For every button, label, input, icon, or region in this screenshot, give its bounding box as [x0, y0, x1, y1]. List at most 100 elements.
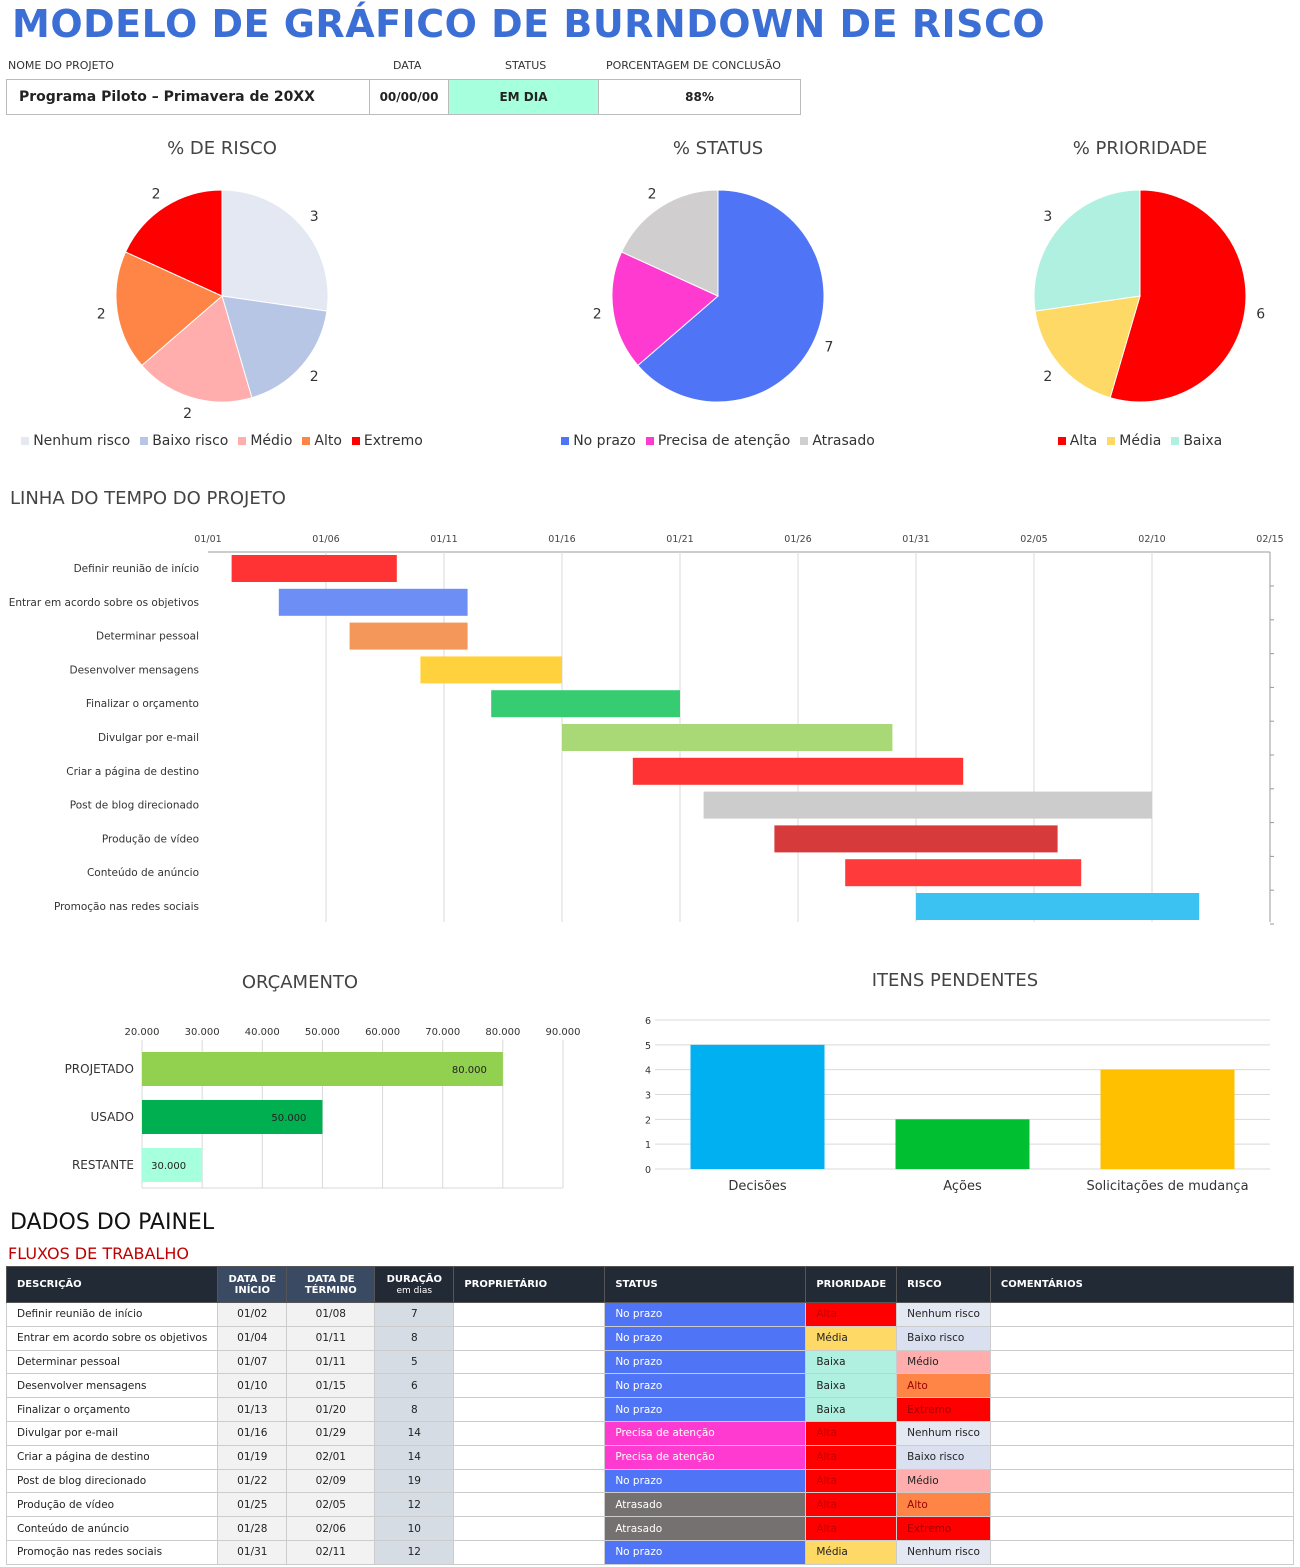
gantt-task-label: Criar a página de destino: [66, 766, 199, 778]
table-row: Post de blog direcionado 01/22 02/09 19 No p…: [5, 1468, 1295, 1494]
cell-status: Precisa de atenção: [604, 1420, 807, 1446]
table-row: Desenvolver mensagens 01/10 01/15 6 No prazo…: [5, 1373, 1295, 1399]
cell-comments[interactable]: [989, 1516, 1295, 1541]
budget-tick-label: 70.000: [425, 1027, 460, 1038]
cell-end: 01/15: [286, 1373, 376, 1399]
pie-slice: [1034, 295, 1141, 399]
cell-owner[interactable]: [453, 1516, 606, 1541]
gantt-task-label: Desenvolver mensagens: [69, 664, 199, 676]
cell-owner[interactable]: [453, 1397, 606, 1422]
col-start: DATA DE INÍCIO: [217, 1266, 288, 1303]
cell-owner[interactable]: [453, 1468, 606, 1494]
cell-priority: Baixa: [805, 1397, 898, 1422]
cell-duration: 6: [374, 1373, 455, 1399]
pie-legend: Alta Média Baixa: [890, 433, 1300, 449]
legend-item: Atrasado: [800, 433, 875, 449]
legend-label: Médio: [250, 433, 293, 449]
cell-duration: 8: [374, 1397, 455, 1422]
pie-legend: Nenhum risco Baixo risco Médio Alto Extremo: [0, 433, 472, 449]
cell-comments[interactable]: [989, 1444, 1295, 1470]
gantt-task-label: Entrar em acordo sobre os objetivos: [9, 597, 199, 609]
pie-chart: 7 2 2: [593, 186, 834, 403]
cell-comments[interactable]: [989, 1373, 1295, 1399]
pie-chart: 3 2 2 2 2: [97, 186, 329, 422]
cell-start: 01/10: [217, 1373, 288, 1399]
cell-comments[interactable]: [989, 1420, 1295, 1446]
cell-comments[interactable]: [989, 1492, 1295, 1518]
cell-risk: Baixo risco: [896, 1325, 991, 1351]
cell-risk: Nenhum risco: [896, 1302, 991, 1327]
cell-priority: Alta: [805, 1420, 898, 1446]
cell-owner[interactable]: [453, 1349, 606, 1375]
cell-description: Criar a página de destino: [5, 1444, 219, 1470]
col-owner: PROPRIETÁRIO: [453, 1266, 606, 1303]
legend-label: Baixa: [1183, 433, 1223, 449]
cell-comments[interactable]: [989, 1325, 1295, 1351]
cell-comments[interactable]: [989, 1302, 1295, 1327]
cell-comments[interactable]: [989, 1349, 1295, 1375]
budget-data-label: 80.000: [452, 1065, 487, 1076]
cell-description: Desenvolver mensagens: [5, 1373, 219, 1399]
pending-tick-label: 3: [645, 1091, 651, 1102]
legend-item: No prazo: [561, 433, 636, 449]
pie-data-label: 7: [825, 340, 834, 356]
gantt-bar: [278, 588, 468, 616]
cell-end: 02/05: [286, 1492, 376, 1518]
pct-field[interactable]: 88%: [598, 79, 801, 115]
cell-comments[interactable]: [989, 1397, 1295, 1422]
pie-data-label: 6: [1256, 306, 1265, 322]
project-name-field[interactable]: Programa Piloto – Primavera de 20XX: [6, 79, 370, 115]
budget-tick-label: 50.000: [305, 1027, 340, 1038]
cell-owner[interactable]: [453, 1492, 606, 1518]
status-field[interactable]: EM DIA: [448, 79, 599, 115]
col-duration-label: DURAÇÃO: [386, 1273, 443, 1285]
cell-owner[interactable]: [453, 1444, 606, 1470]
table-row: Criar a página de destino 01/19 02/01 14 Pre…: [5, 1444, 1295, 1470]
gantt-tick-label: 01/06: [312, 534, 339, 545]
gantt-bar: [420, 656, 562, 684]
cell-priority: Alta: [805, 1444, 898, 1470]
cell-start: 01/04: [217, 1325, 288, 1351]
table-row: Finalizar o orçamento 01/13 01/20 8 No prazo…: [5, 1397, 1295, 1422]
cell-end: 01/08: [286, 1302, 376, 1327]
cell-priority: Baixa: [805, 1349, 898, 1375]
gantt-tick-label: 01/26: [784, 534, 811, 545]
pending-tick-label: 1: [645, 1140, 651, 1151]
cell-description: Promoção nas redes sociais: [5, 1539, 219, 1565]
cell-owner[interactable]: [453, 1325, 606, 1351]
legend-label: Extremo: [363, 433, 423, 449]
cell-description: Post de blog direcionado: [5, 1468, 219, 1494]
pie-title: % PRIORIDADE: [1072, 138, 1208, 159]
pending-tick-label: 5: [645, 1041, 651, 1052]
pending-tick-label: 0: [645, 1165, 651, 1176]
cell-owner[interactable]: [453, 1539, 606, 1565]
cell-start: 01/16: [217, 1420, 288, 1446]
cell-comments[interactable]: [989, 1468, 1295, 1494]
pie-data-label: 2: [1043, 369, 1052, 385]
pending-category-label: Ações: [943, 1179, 982, 1194]
cell-priority: Alta: [805, 1468, 898, 1494]
cell-priority: Média: [805, 1539, 898, 1565]
legend-swatch: [1171, 437, 1180, 445]
pie-slice: [221, 295, 328, 399]
cell-priority: Baixa: [805, 1373, 898, 1399]
gantt-chart: 01/01 01/06 01/11 01/16 01/21 01/26 01/31 02/05…: [9, 534, 1284, 925]
page-title: MODELO DE GRÁFICO DE BURNDOWN DE RISCO: [12, 2, 1046, 46]
table-row: Entrar em acordo sobre os objetivos 01/04…: [5, 1325, 1295, 1351]
pie-legend: No prazo Precisa de atenção Atrasado: [468, 433, 968, 449]
cell-owner[interactable]: [453, 1373, 606, 1399]
cell-comments[interactable]: [989, 1539, 1295, 1565]
pending-tick-label: 4: [645, 1066, 651, 1077]
cell-start: 01/07: [217, 1349, 288, 1375]
cell-owner[interactable]: [453, 1420, 606, 1446]
gantt-task-label: Definir reunião de início: [74, 563, 199, 575]
timeline-title: LINHA DO TEMPO DO PROJETO: [10, 488, 286, 509]
date-field[interactable]: 00/00/00: [369, 79, 449, 115]
pie-data-label: 3: [1043, 209, 1052, 225]
legend-swatch: [1057, 437, 1066, 445]
cell-start: 01/02: [217, 1302, 288, 1327]
cell-owner[interactable]: [453, 1302, 606, 1327]
legend-swatch: [561, 437, 570, 445]
budget-category-label: PROJETADO: [65, 1062, 134, 1076]
cell-description: Divulgar por e-mail: [5, 1420, 219, 1446]
